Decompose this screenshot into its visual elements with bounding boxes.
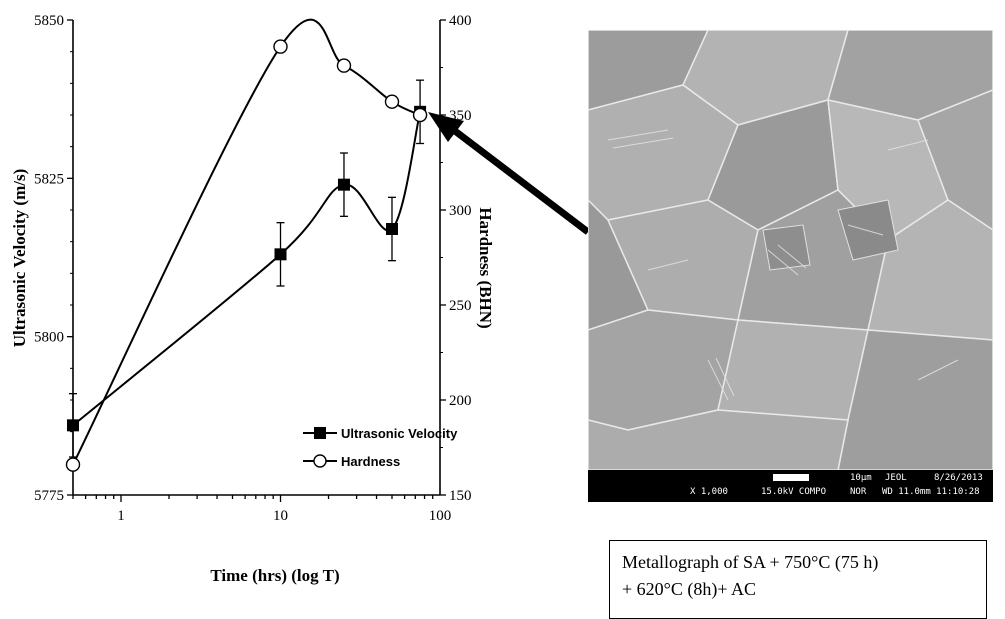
velocity-point (274, 248, 287, 261)
x-tick-label: 10 (273, 508, 288, 524)
micrograph-magnification: X 1,000 (690, 487, 728, 497)
velocity-point (337, 178, 350, 191)
x-tick-label: 100 (429, 508, 452, 524)
right-tick-label: 250 (449, 298, 472, 314)
left-tick-label: 5775 (34, 488, 64, 504)
hardness-point (65, 457, 81, 472)
micrograph-date: 8/26/2013 (934, 473, 983, 483)
pointer-arrow (428, 112, 591, 235)
series-line-velocity (72, 111, 422, 427)
axes (72, 20, 441, 496)
series-line-hardness (72, 18, 421, 466)
micrograph-wd-time: WD 11.0mm 11:10:28 (882, 487, 980, 497)
left-tick-label: 5825 (34, 171, 64, 187)
micrograph-image: 10μm JEOL 8/26/2013 X 1,000 15.0kV COMPO… (588, 30, 993, 502)
micrograph-voltage: 15.0kV COMPO (761, 487, 827, 497)
velocity-point (67, 419, 79, 432)
tick-marks (67, 19, 446, 502)
chart-area: 1 10 1005775580058255850150200250300350400… (10, 13, 591, 585)
right-tick-label: 200 (449, 393, 472, 409)
hardness-point (384, 94, 400, 109)
legend-marker-hardness (313, 454, 327, 468)
right-tick-label: 300 (449, 203, 472, 219)
caption-box: Metallograph of SA + 750°C (75 h) + 620°… (609, 540, 987, 619)
velocity-point (385, 223, 398, 235)
micrograph-brand: JEOL (885, 473, 907, 483)
legend: Ultrasonic Velocity Hardness (303, 426, 458, 469)
series-markers (65, 39, 428, 472)
caption-line-2: + 620°C (8h)+ AC (622, 579, 757, 599)
micrograph-scale: 10μm (850, 473, 872, 483)
hardness-point (273, 39, 288, 54)
left-tick-label: 5850 (34, 13, 64, 29)
left-tick-label: 5800 (34, 330, 64, 346)
right-tick-label: 400 (449, 13, 472, 29)
series-curves (72, 18, 422, 466)
legend-label-velocity: Ultrasonic Velocity (341, 426, 458, 441)
micrograph-mode: NOR (850, 487, 867, 497)
hardness-point (336, 58, 352, 73)
x-tick-label: 1 (117, 508, 125, 524)
grain-structure (588, 30, 993, 470)
x-axis-title: Time (hrs) (log T) (210, 566, 339, 585)
hardness-point (412, 107, 428, 123)
left-axis-title: Ultrasonic Velocity (m/s) (10, 169, 29, 347)
scale-bar (773, 474, 809, 481)
micrograph-info-bar: 10μm JEOL 8/26/2013 X 1,000 15.0kV COMPO… (588, 470, 993, 502)
right-axis-title: Hardness (BHN) (476, 207, 495, 328)
caption-line-1: Metallograph of SA + 750°C (75 h) (622, 552, 879, 572)
legend-marker-velocity (314, 427, 326, 439)
right-tick-label: 150 (449, 488, 472, 504)
legend-label-hardness: Hardness (341, 454, 400, 469)
